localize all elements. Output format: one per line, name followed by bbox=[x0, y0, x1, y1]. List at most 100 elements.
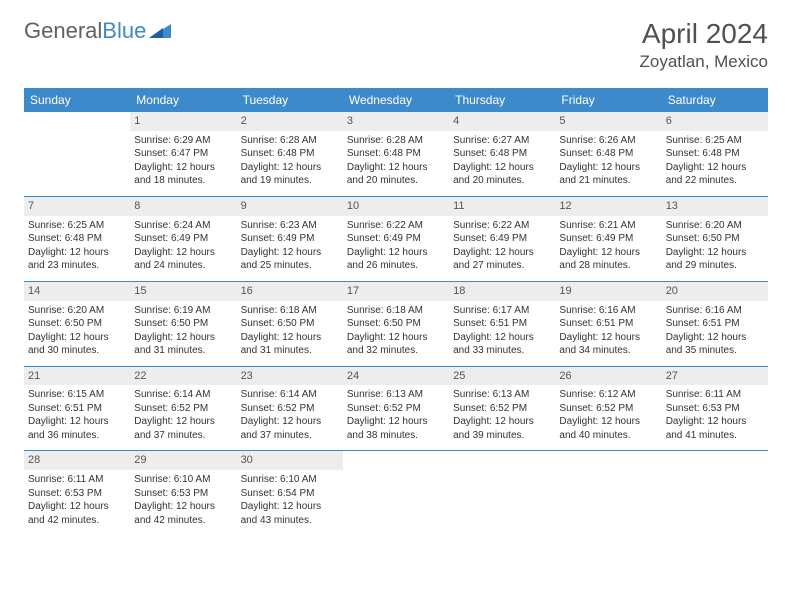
daylight-text: Daylight: 12 hours and 35 minutes. bbox=[666, 331, 764, 358]
location-label: Zoyatlan, Mexico bbox=[640, 52, 769, 72]
calendar-day-cell: 11Sunrise: 6:22 AMSunset: 6:49 PMDayligh… bbox=[449, 196, 555, 281]
sunset-text: Sunset: 6:50 PM bbox=[28, 317, 126, 331]
sunrise-text: Sunrise: 6:16 AM bbox=[666, 304, 764, 318]
col-wednesday: Wednesday bbox=[343, 88, 449, 112]
col-monday: Monday bbox=[130, 88, 236, 112]
day-number: 11 bbox=[449, 197, 555, 216]
calendar-day-cell: 26Sunrise: 6:12 AMSunset: 6:52 PMDayligh… bbox=[555, 366, 661, 451]
day-number: 12 bbox=[555, 197, 661, 216]
calendar-day-cell: 19Sunrise: 6:16 AMSunset: 6:51 PMDayligh… bbox=[555, 281, 661, 366]
sunset-text: Sunset: 6:51 PM bbox=[666, 317, 764, 331]
sunset-text: Sunset: 6:50 PM bbox=[347, 317, 445, 331]
sunrise-text: Sunrise: 6:17 AM bbox=[453, 304, 551, 318]
day-number: 28 bbox=[24, 451, 130, 470]
calendar-day-cell bbox=[343, 451, 449, 535]
sunset-text: Sunset: 6:52 PM bbox=[453, 402, 551, 416]
title-block: April 2024 Zoyatlan, Mexico bbox=[640, 18, 769, 72]
calendar-week-row: 28Sunrise: 6:11 AMSunset: 6:53 PMDayligh… bbox=[24, 451, 768, 535]
sunset-text: Sunset: 6:50 PM bbox=[134, 317, 232, 331]
calendar-day-cell: 29Sunrise: 6:10 AMSunset: 6:53 PMDayligh… bbox=[130, 451, 236, 535]
day-number: 14 bbox=[24, 282, 130, 301]
sunrise-text: Sunrise: 6:20 AM bbox=[28, 304, 126, 318]
sunset-text: Sunset: 6:48 PM bbox=[347, 147, 445, 161]
brand-part2: Blue bbox=[102, 18, 146, 44]
daylight-text: Daylight: 12 hours and 41 minutes. bbox=[666, 415, 764, 442]
sunrise-text: Sunrise: 6:16 AM bbox=[559, 304, 657, 318]
sunset-text: Sunset: 6:48 PM bbox=[28, 232, 126, 246]
sunrise-text: Sunrise: 6:18 AM bbox=[241, 304, 339, 318]
sunset-text: Sunset: 6:54 PM bbox=[241, 487, 339, 501]
sunset-text: Sunset: 6:47 PM bbox=[134, 147, 232, 161]
sunrise-text: Sunrise: 6:28 AM bbox=[347, 134, 445, 148]
calendar-day-cell: 23Sunrise: 6:14 AMSunset: 6:52 PMDayligh… bbox=[237, 366, 343, 451]
calendar-day-cell: 20 Sunrise: 6:16 AMSunset: 6:51 PMDayligh… bbox=[662, 281, 768, 366]
daylight-text: Daylight: 12 hours and 29 minutes. bbox=[666, 246, 764, 273]
calendar-day-cell: 5Sunrise: 6:26 AMSunset: 6:48 PMDaylight… bbox=[555, 112, 661, 196]
day-number: 18 bbox=[449, 282, 555, 301]
sunset-text: Sunset: 6:52 PM bbox=[241, 402, 339, 416]
day-number: 16 bbox=[237, 282, 343, 301]
calendar-day-cell bbox=[449, 451, 555, 535]
sunrise-text: Sunrise: 6:19 AM bbox=[134, 304, 232, 318]
sunset-text: Sunset: 6:49 PM bbox=[559, 232, 657, 246]
daylight-text: Daylight: 12 hours and 36 minutes. bbox=[28, 415, 126, 442]
calendar-table: Sunday Monday Tuesday Wednesday Thursday… bbox=[24, 88, 768, 535]
sunset-text: Sunset: 6:48 PM bbox=[559, 147, 657, 161]
month-title: April 2024 bbox=[640, 18, 769, 50]
day-number: 23 bbox=[237, 367, 343, 386]
day-number: 20 bbox=[662, 282, 768, 301]
calendar-day-cell: 2Sunrise: 6:28 AMSunset: 6:48 PMDaylight… bbox=[237, 112, 343, 196]
sunset-text: Sunset: 6:49 PM bbox=[347, 232, 445, 246]
sunrise-text: Sunrise: 6:22 AM bbox=[453, 219, 551, 233]
daylight-text: Daylight: 12 hours and 42 minutes. bbox=[134, 500, 232, 527]
sunset-text: Sunset: 6:53 PM bbox=[134, 487, 232, 501]
calendar-day-cell: 16Sunrise: 6:18 AMSunset: 6:50 PMDayligh… bbox=[237, 281, 343, 366]
daylight-text: Daylight: 12 hours and 27 minutes. bbox=[453, 246, 551, 273]
col-sunday: Sunday bbox=[24, 88, 130, 112]
col-thursday: Thursday bbox=[449, 88, 555, 112]
daylight-text: Daylight: 12 hours and 40 minutes. bbox=[559, 415, 657, 442]
calendar-day-cell bbox=[555, 451, 661, 535]
day-number: 29 bbox=[130, 451, 236, 470]
calendar-day-cell: 12Sunrise: 6:21 AMSunset: 6:49 PMDayligh… bbox=[555, 196, 661, 281]
day-number: 8 bbox=[130, 197, 236, 216]
col-tuesday: Tuesday bbox=[237, 88, 343, 112]
day-number: 6 bbox=[662, 112, 768, 131]
day-number: 3 bbox=[343, 112, 449, 131]
calendar-day-cell: 4Sunrise: 6:27 AMSunset: 6:48 PMDaylight… bbox=[449, 112, 555, 196]
calendar-day-cell: 18Sunrise: 6:17 AMSunset: 6:51 PMDayligh… bbox=[449, 281, 555, 366]
day-number: 26 bbox=[555, 367, 661, 386]
calendar-day-cell: 28Sunrise: 6:11 AMSunset: 6:53 PMDayligh… bbox=[24, 451, 130, 535]
calendar-day-cell: 25Sunrise: 6:13 AMSunset: 6:52 PMDayligh… bbox=[449, 366, 555, 451]
calendar-day-cell: 30Sunrise: 6:10 AMSunset: 6:54 PMDayligh… bbox=[237, 451, 343, 535]
day-number: 7 bbox=[24, 197, 130, 216]
sunrise-text: Sunrise: 6:23 AM bbox=[241, 219, 339, 233]
page-header: GeneralBlue April 2024 Zoyatlan, Mexico bbox=[24, 18, 768, 72]
sunset-text: Sunset: 6:52 PM bbox=[347, 402, 445, 416]
calendar-day-cell: 22Sunrise: 6:14 AMSunset: 6:52 PMDayligh… bbox=[130, 366, 236, 451]
day-number: 25 bbox=[449, 367, 555, 386]
sunrise-text: Sunrise: 6:10 AM bbox=[241, 473, 339, 487]
sunset-text: Sunset: 6:53 PM bbox=[666, 402, 764, 416]
calendar-day-cell bbox=[24, 112, 130, 196]
calendar-body: 1Sunrise: 6:29 AMSunset: 6:47 PMDaylight… bbox=[24, 112, 768, 535]
daylight-text: Daylight: 12 hours and 37 minutes. bbox=[241, 415, 339, 442]
sunset-text: Sunset: 6:51 PM bbox=[453, 317, 551, 331]
sunset-text: Sunset: 6:48 PM bbox=[453, 147, 551, 161]
daylight-text: Daylight: 12 hours and 28 minutes. bbox=[559, 246, 657, 273]
daylight-text: Daylight: 12 hours and 42 minutes. bbox=[28, 500, 126, 527]
sunset-text: Sunset: 6:50 PM bbox=[666, 232, 764, 246]
col-friday: Friday bbox=[555, 88, 661, 112]
sunrise-text: Sunrise: 6:20 AM bbox=[666, 219, 764, 233]
sunset-text: Sunset: 6:52 PM bbox=[559, 402, 657, 416]
day-number: 17 bbox=[343, 282, 449, 301]
daylight-text: Daylight: 12 hours and 25 minutes. bbox=[241, 246, 339, 273]
calendar-day-cell: 14Sunrise: 6:20 AMSunset: 6:50 PMDayligh… bbox=[24, 281, 130, 366]
sunset-text: Sunset: 6:51 PM bbox=[28, 402, 126, 416]
day-number: 4 bbox=[449, 112, 555, 131]
daylight-text: Daylight: 12 hours and 31 minutes. bbox=[134, 331, 232, 358]
calendar-day-cell: 10Sunrise: 6:22 AMSunset: 6:49 PMDayligh… bbox=[343, 196, 449, 281]
day-number: 2 bbox=[237, 112, 343, 131]
daylight-text: Daylight: 12 hours and 32 minutes. bbox=[347, 331, 445, 358]
sunrise-text: Sunrise: 6:11 AM bbox=[666, 388, 764, 402]
